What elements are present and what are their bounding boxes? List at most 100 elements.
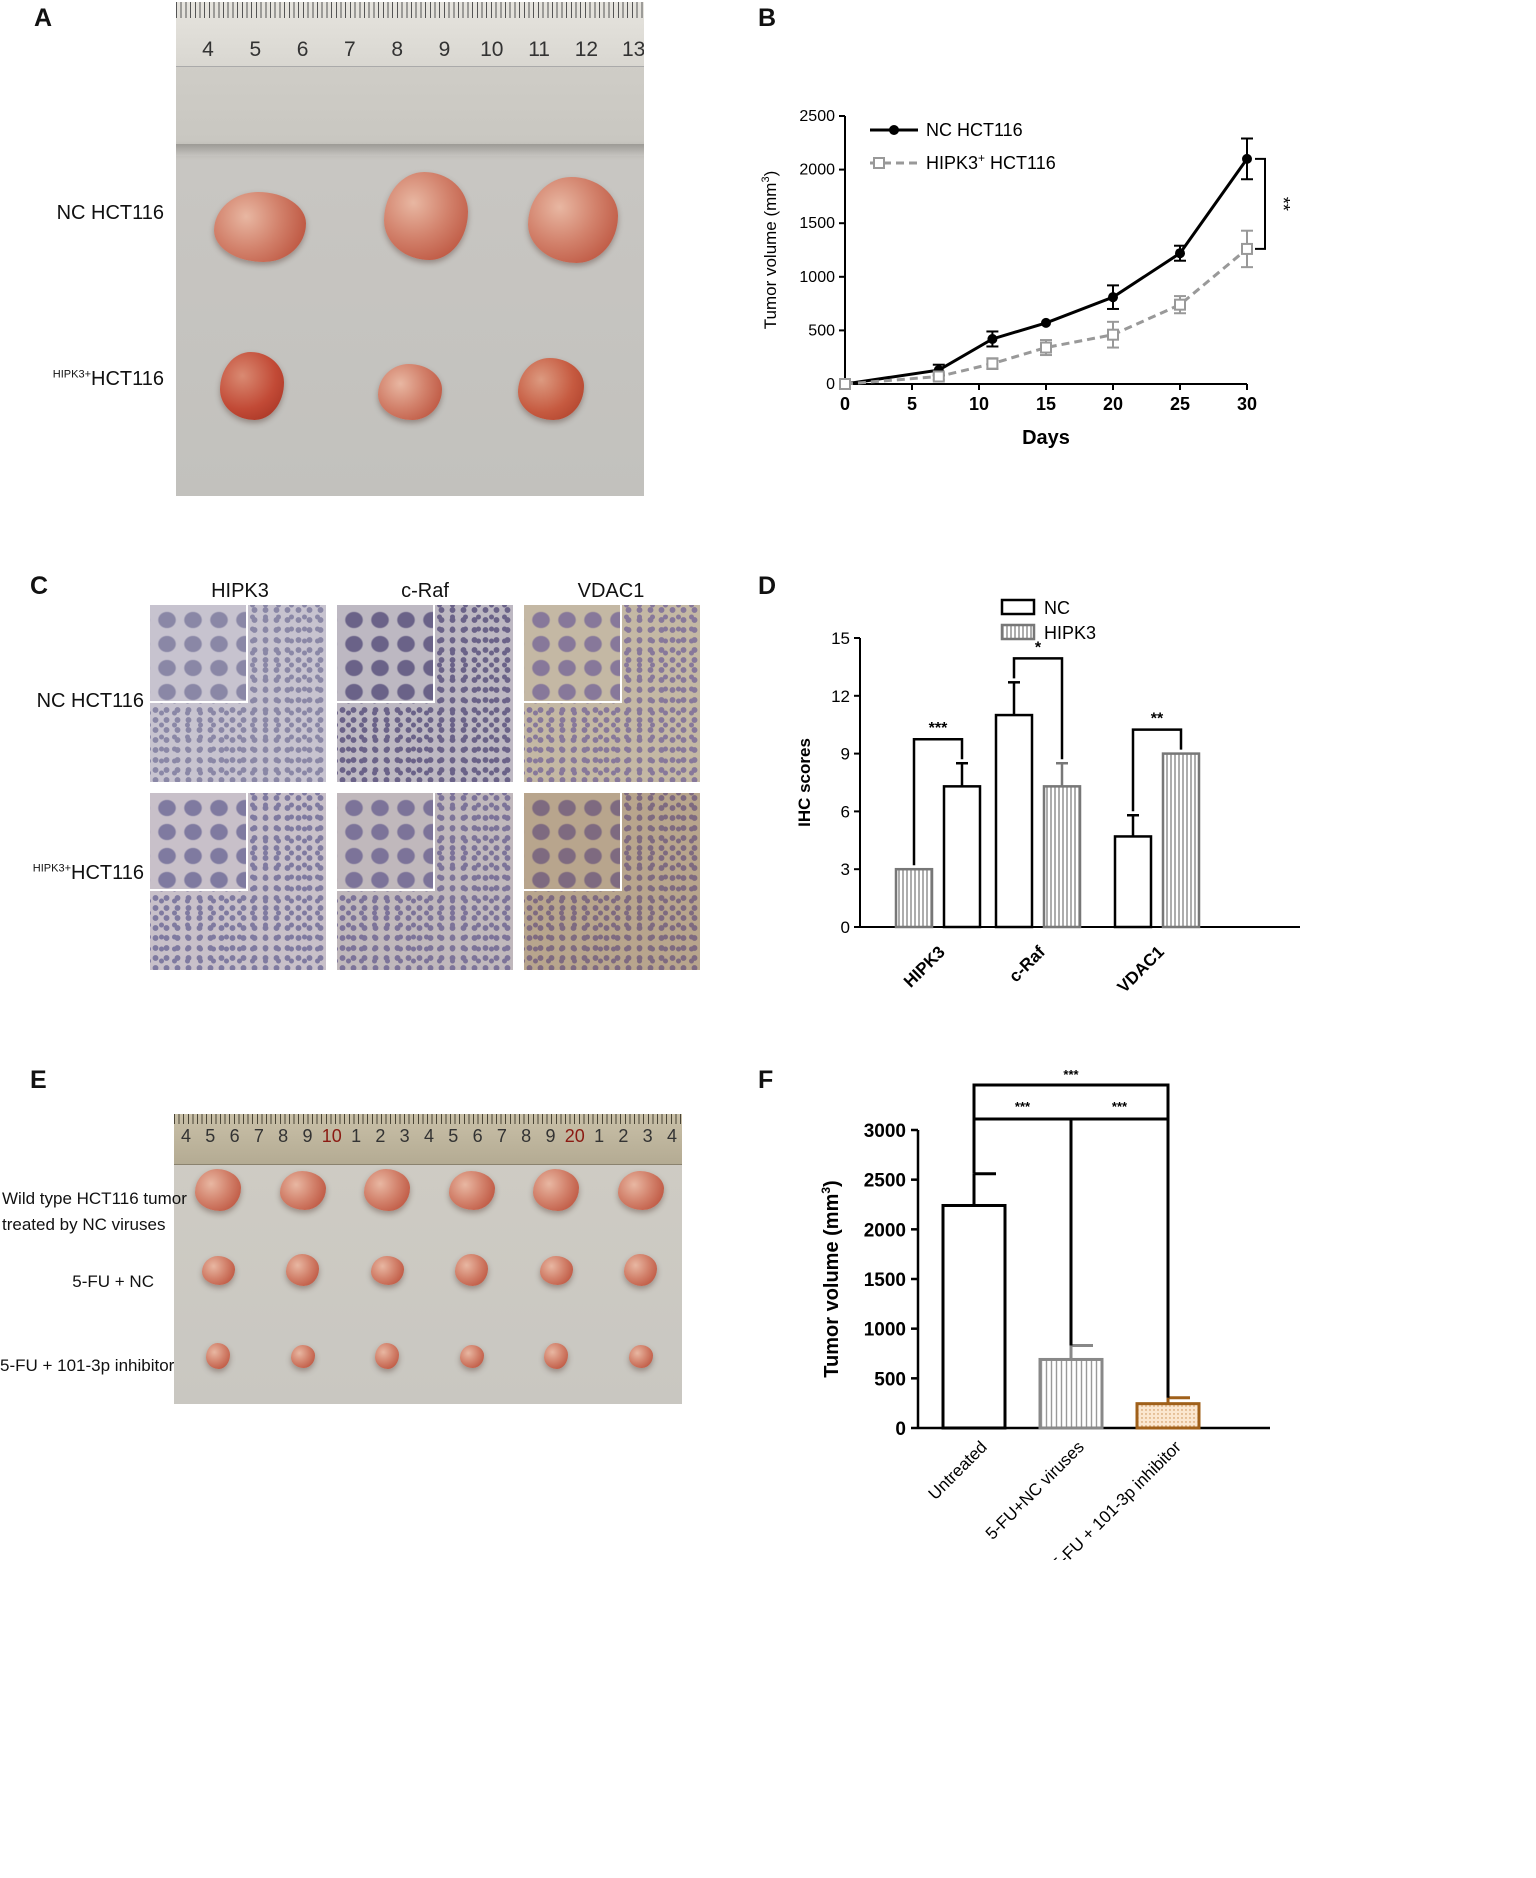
row-label-c-hipk3-sup: HIPK3+ bbox=[32, 862, 71, 875]
tumor-e-r2-c2 bbox=[375, 1343, 399, 1369]
treatment-tumor-volume-bar-chart: 0 500 1000 1500 2000 2500 3000 Tumor volume (mm… bbox=[819, 1067, 1270, 1560]
ruler-e-number: 10 bbox=[321, 1126, 342, 1146]
ruler-e-number: 7 bbox=[496, 1126, 507, 1146]
ruler-e-number: 6 bbox=[229, 1126, 240, 1146]
d-y-tick-label: 15 bbox=[831, 629, 850, 648]
f-y-tick-label: 3000 bbox=[864, 1121, 906, 1142]
b-legend-label-0: NC HCT116 bbox=[926, 120, 1023, 140]
row-label-e-wt-line1: Wild type HCT116 tumor bbox=[2, 1189, 187, 1208]
d-significance-label: * bbox=[1035, 639, 1042, 656]
f-y-tick-label: 2000 bbox=[864, 1220, 906, 1241]
ihc-inset-r1-c0 bbox=[150, 793, 248, 891]
tumor-e-r0-c5 bbox=[617, 1170, 664, 1210]
b-x-tick-label: 25 bbox=[1170, 394, 1190, 414]
ruler-a-number: 8 bbox=[391, 38, 404, 61]
ihc-image-r0-c0 bbox=[150, 605, 326, 782]
d-legend-swatch-1 bbox=[1000, 623, 1036, 641]
panel-c-letter: C bbox=[30, 572, 49, 600]
row-label-a-hipk3-text: HCT116 bbox=[91, 368, 164, 390]
ruler-a-number: 12 bbox=[574, 38, 599, 61]
d-y-tick-label: 9 bbox=[841, 745, 850, 764]
b-y-tick-label: 0 bbox=[826, 376, 835, 393]
b-y-tick-label: 500 bbox=[808, 322, 835, 339]
ruler-e-number: 5 bbox=[205, 1126, 216, 1146]
ruler-e-number: 2 bbox=[375, 1126, 386, 1146]
b-x-tick-label: 0 bbox=[840, 394, 850, 414]
d-category-label: c-Raf bbox=[1005, 942, 1049, 986]
d-y-tick-label: 12 bbox=[831, 687, 850, 706]
ihc-image-r1-c1 bbox=[337, 793, 513, 970]
d-legend-swatch-0 bbox=[1000, 598, 1036, 616]
tumor-a-nc-3 bbox=[528, 177, 618, 263]
ruler-e-number: 3 bbox=[642, 1126, 653, 1146]
d-legend-label-0: NC bbox=[1044, 598, 1070, 618]
ruler-a-number: 11 bbox=[528, 38, 550, 61]
d-y-tick-label: 6 bbox=[841, 802, 850, 821]
f-y-tick-label: 500 bbox=[874, 1369, 906, 1390]
panel-d-letter: D bbox=[758, 572, 777, 600]
d-significance-bracket bbox=[1131, 728, 1183, 812]
row-label-c-nc: NC HCT116 bbox=[0, 690, 144, 713]
b-x-tick-label: 30 bbox=[1237, 394, 1257, 414]
f-significance-label-inner-1: *** bbox=[1015, 1099, 1031, 1114]
tumor-e-r0-c0 bbox=[195, 1169, 241, 1211]
tumor-a-nc-2 bbox=[384, 172, 468, 260]
b-point-hipk3 bbox=[1107, 328, 1119, 341]
ihc-image-r0-c2 bbox=[524, 605, 700, 782]
row-label-c-hipk3-text: HCT116 bbox=[71, 862, 144, 884]
d-bar-hipk3-2 bbox=[1161, 752, 1201, 929]
ruler-a-tick-marks bbox=[176, 2, 644, 18]
f-significance-label-outer: *** bbox=[1063, 1067, 1079, 1082]
b-point-hipk3 bbox=[839, 378, 851, 390]
tumor-a-nc-1 bbox=[214, 192, 306, 262]
b-point-hipk3 bbox=[1174, 298, 1186, 311]
row-label-c-hipk3: HIPK3+HCT116 bbox=[0, 862, 144, 885]
tumor-photo-e: 4 5 6 7 8 9 10 1 2 3 4 5 6 7 8 9 20 1 2 3 4 bbox=[174, 1114, 682, 1404]
b-point-hipk3 bbox=[932, 370, 945, 383]
panel-f-letter: F bbox=[758, 1066, 774, 1094]
d-category-label: VDAC1 bbox=[1114, 942, 1168, 996]
d-bar-nc-0 bbox=[942, 785, 982, 929]
d-bar-hipk3-1 bbox=[1042, 785, 1082, 929]
b-x-tick-label: 5 bbox=[907, 394, 917, 414]
b-point-nc bbox=[1108, 292, 1118, 303]
tumor-a-hipk3-1 bbox=[220, 352, 284, 420]
row-label-a-nc: NC HCT116 bbox=[0, 202, 164, 225]
panel-a-letter: A bbox=[34, 4, 53, 32]
row-label-e-5fu-nc: 5-FU + NC bbox=[72, 1272, 154, 1291]
ruler-e-number: 20 bbox=[564, 1126, 585, 1146]
tumor-e-r2-c1 bbox=[290, 1344, 315, 1368]
b-y-tick-label: 1500 bbox=[799, 215, 835, 232]
tumor-e-r2-c3 bbox=[459, 1344, 484, 1368]
d-significance-label: ** bbox=[1151, 711, 1164, 728]
ihc-inset-r1-c2 bbox=[524, 793, 622, 891]
d-significance-bracket bbox=[912, 737, 964, 866]
ihc-col-vdac1: VDAC1 bbox=[577, 580, 645, 602]
b-point-nc bbox=[987, 333, 998, 344]
b-legend-marker-0 bbox=[889, 125, 899, 135]
ihc-inset-r0-c1 bbox=[337, 605, 435, 703]
ruler-e-number: 4 bbox=[423, 1126, 435, 1146]
tumor-e-r1-c4 bbox=[539, 1255, 573, 1285]
row-label-e-5fu-inhibitor: 5-FU + 101-3p inhibitor bbox=[0, 1356, 175, 1375]
row-label-c-nc-text: NC HCT116 bbox=[36, 690, 144, 712]
ihc-inset-r1-c1 bbox=[337, 793, 435, 891]
ruler-e-number: 9 bbox=[302, 1126, 313, 1146]
f-y-tick-label: 0 bbox=[895, 1419, 906, 1440]
tumor-volume-line-chart: 0 500 1000 1500 2000 2500 0 5 10 15 20 25 30 Days Tumo… bbox=[760, 108, 1293, 449]
ruler-e-number: 1 bbox=[351, 1126, 362, 1146]
ihc-image-r1-c0 bbox=[150, 793, 326, 970]
ruler-a-number: 5 bbox=[249, 38, 262, 61]
d-bar-nc-1 bbox=[994, 713, 1034, 929]
ihc-image-r0-c1 bbox=[337, 605, 513, 782]
b-y-tick-label: 2500 bbox=[799, 108, 835, 125]
row-label-a-hipk3: HIPK3+HCT116 bbox=[0, 368, 164, 391]
ruler-e-number: 8 bbox=[278, 1126, 289, 1146]
panel-e-letter: E bbox=[30, 1066, 47, 1094]
tumor-e-r2-c5 bbox=[628, 1344, 653, 1368]
ruler-e-number: 9 bbox=[545, 1126, 556, 1146]
ruler-shadow-band bbox=[176, 144, 644, 156]
tumor-a-hipk3-2 bbox=[378, 364, 442, 420]
d-bar-hipk3-0 bbox=[894, 867, 934, 929]
b-x-tick-label: 20 bbox=[1103, 394, 1123, 414]
